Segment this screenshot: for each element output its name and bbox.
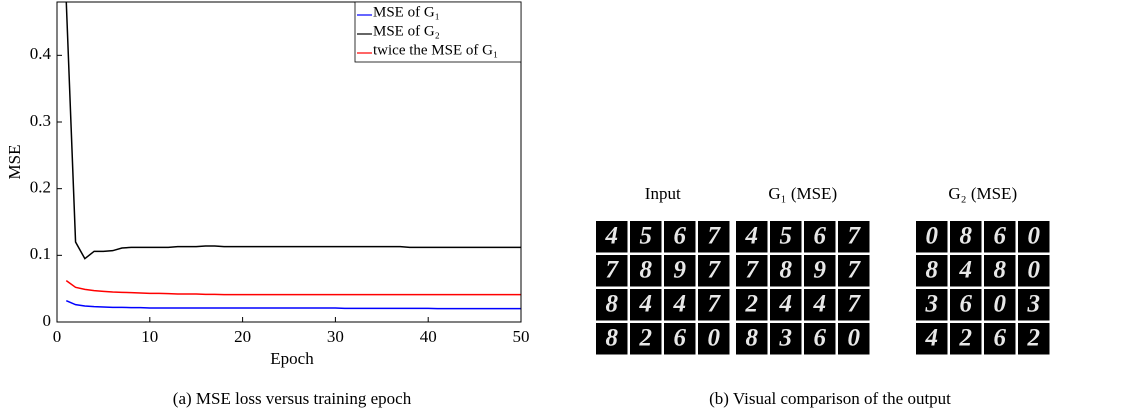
legend-label: MSE of G₁: [373, 4, 440, 20]
digit: 6: [674, 222, 687, 249]
legend-label: MSE of G₂: [373, 23, 440, 39]
digit: 4: [605, 222, 619, 249]
digit: 6: [994, 222, 1007, 249]
digit: 3: [925, 290, 939, 317]
digit: 7: [848, 222, 862, 249]
digit: 2: [959, 324, 973, 351]
y-tick-label: 0.2: [30, 178, 51, 197]
digit: 4: [779, 290, 793, 317]
y-tick-label: 0: [43, 311, 52, 330]
digit: 2: [639, 324, 653, 351]
series-line: [66, 281, 521, 295]
digit: 4: [813, 290, 827, 317]
digit: 2: [745, 290, 759, 317]
digit: 4: [673, 290, 687, 317]
digit: 7: [746, 256, 760, 283]
digit: 8: [606, 324, 619, 351]
digit: 2: [1027, 324, 1041, 351]
y-tick-label: 0.3: [30, 111, 51, 130]
y-axis-label: MSE: [5, 145, 24, 180]
digit: 4: [925, 324, 939, 351]
digit: 8: [606, 290, 619, 317]
panel-label: G₂ (MSE): [948, 184, 1017, 203]
x-axis-label: Epoch: [270, 349, 314, 368]
x-tick-label: 50: [513, 327, 530, 346]
digit: 8: [780, 256, 793, 283]
y-tick-label: 0.4: [30, 44, 52, 63]
digit: 0: [708, 324, 721, 351]
x-tick-label: 20: [234, 327, 251, 346]
digit: 9: [814, 256, 827, 283]
digit: 4: [959, 256, 973, 283]
legend-label: twice the MSE of G₁: [373, 42, 498, 58]
digit: 0: [994, 290, 1007, 317]
x-tick-label: 30: [327, 327, 344, 346]
digit: 7: [708, 256, 722, 283]
digit: 0: [1028, 256, 1041, 283]
digit: 5: [640, 222, 653, 249]
digit: 0: [1028, 222, 1041, 249]
caption: (a) MSE loss versus training epoch: [173, 389, 412, 408]
panel-label: Input: [645, 184, 681, 203]
x-tick-label: 40: [420, 327, 437, 346]
digit: 8: [994, 256, 1007, 283]
digit: 4: [745, 222, 759, 249]
y-tick-label: 0.1: [30, 244, 51, 263]
panel-label: G₁ (MSE): [768, 184, 837, 203]
digit: 5: [780, 222, 793, 249]
figure: Epoch MSE (a) MSE loss versus training e…: [0, 0, 1122, 417]
digit: 6: [960, 290, 973, 317]
caption: (b) Visual comparison of the output: [709, 389, 951, 408]
digit: 7: [848, 256, 862, 283]
digit: 8: [640, 256, 653, 283]
digit: 3: [1027, 290, 1041, 317]
digit: 6: [814, 324, 827, 351]
digit: 0: [926, 222, 939, 249]
x-tick-label: 10: [141, 327, 158, 346]
digit: 8: [926, 256, 939, 283]
digit: 7: [708, 290, 722, 317]
digit: 8: [746, 324, 759, 351]
digit: 7: [848, 290, 862, 317]
digit: 3: [779, 324, 793, 351]
series-line: [66, 301, 521, 309]
digit: 7: [708, 222, 722, 249]
x-tick-label: 0: [53, 327, 62, 346]
digit: 6: [814, 222, 827, 249]
digit: 8: [960, 222, 973, 249]
digit: 6: [674, 324, 687, 351]
page: Epoch MSE (a) MSE loss versus training e…: [0, 0, 1122, 417]
digit: 4: [639, 290, 653, 317]
digit: 0: [848, 324, 861, 351]
digit: 9: [674, 256, 687, 283]
digit: 6: [994, 324, 1007, 351]
digit: 7: [606, 256, 620, 283]
